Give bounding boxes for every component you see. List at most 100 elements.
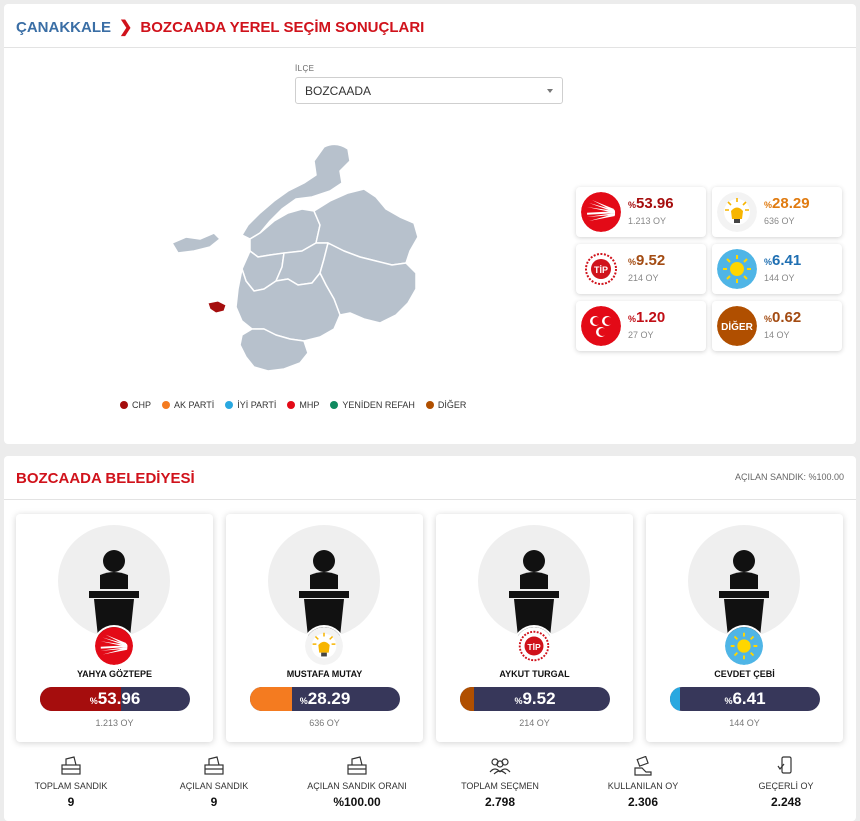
party-percentage: %6.41 (764, 252, 802, 269)
divider (4, 47, 856, 48)
municipality-title: BOZCAADA BELEDİYESİ (16, 470, 195, 487)
candidate-vote-bar: %6.41 (670, 687, 820, 711)
breadcrumb-province-link[interactable]: ÇANAKKALE (16, 18, 111, 36)
phone-check-icon (777, 756, 792, 774)
candidate-card[interactable]: MUSTAFA MUTAY %28.29 636 OY (226, 514, 423, 742)
map-region-south[interactable] (239, 328, 309, 372)
legend-label: YENİDEN REFAH (342, 400, 415, 410)
stat-value: 2.306 (627, 795, 659, 809)
svg-text:DİĞER: DİĞER (721, 320, 753, 333)
stat-label: KULLANILAN OY (607, 781, 679, 791)
akp-logo-icon (717, 192, 757, 232)
candidate-name: CEVDET ÇEBİ (714, 669, 775, 679)
ballot-box-icon (204, 756, 224, 775)
legend-dot (287, 401, 296, 409)
district-select[interactable]: BOZCAADA (295, 77, 563, 104)
district-select-value: BOZCAADA (305, 84, 372, 98)
party-result-card-other[interactable]: DİĞER %0.62 14 OY (712, 301, 842, 351)
legend-label: DİĞER (437, 400, 467, 410)
candidate-avatar (268, 525, 380, 637)
candidate-votes: 144 OY (729, 718, 760, 728)
stat-label: AÇILAN SANDIK ORANI (307, 781, 407, 791)
stat-label: GEÇERLİ OY (758, 781, 814, 791)
candidate-percentage: %6.41 (724, 689, 766, 708)
stat-value: 9 (210, 795, 218, 809)
party-result-card-chp[interactable]: %53.96 1.213 OY (576, 187, 706, 237)
stat-opened-ballot-boxes: AÇILAN SANDIK 9 (154, 756, 274, 809)
iyi-logo-icon (725, 627, 763, 665)
legend-label: CHP (132, 400, 152, 410)
candidate-card[interactable]: AYKUT TURGAL %9.52 214 OY (436, 514, 633, 742)
stat-opened-ballot-rate: AÇILAN SANDIK ORANI %100.00 (297, 756, 417, 809)
party-percentage: %1.20 (628, 309, 666, 326)
candidate-percentage: %28.29 (299, 689, 351, 708)
party-votes: 27 OY (628, 330, 654, 340)
akp-logo-icon (305, 627, 343, 665)
candidate-percentage: %9.52 (514, 689, 556, 708)
legend-item: İYİ PARTİ (225, 400, 276, 410)
stat-total-ballot-boxes: TOPLAM SANDIK 9 (11, 756, 131, 809)
candidate-avatar (688, 525, 800, 637)
stat-label: AÇILAN SANDIK (179, 781, 249, 791)
legend-item: CHP (120, 400, 151, 410)
legend-dot (120, 401, 128, 409)
legend-dot (330, 401, 339, 409)
candidate-avatar (58, 525, 170, 637)
breadcrumb: ÇANAKKALE ❯ BOZCAADA YEREL SEÇİM SONUÇLA… (16, 17, 424, 37)
party-result-card-iyi[interactable]: %6.41 144 OY (712, 244, 842, 294)
stat-value: 2.798 (484, 795, 516, 809)
map-region-west-islet[interactable] (171, 232, 221, 254)
legend-label: AK PARTİ (174, 400, 215, 410)
candidate-name: MUSTAFA MUTAY (286, 669, 363, 679)
stat-valid-votes: GEÇERLİ OY 2.248 (726, 756, 846, 809)
mhp-logo-icon (581, 306, 621, 346)
page-title: BOZCAADA YEREL SEÇİM SONUÇLARI (140, 18, 425, 36)
tip-logo-icon (515, 627, 553, 665)
candidate-name: YAHYA GÖZTEPE (76, 669, 153, 679)
stat-value: 9 (67, 795, 75, 809)
tip-logo-icon (581, 249, 621, 289)
map-region-chp-win[interactable] (207, 300, 227, 314)
legend-dot (225, 401, 234, 409)
stat-total-voters: TOPLAM SEÇMEN 2.798 (440, 756, 560, 809)
party-percentage: %28.29 (764, 195, 810, 212)
chevron-right-icon: ❯ (119, 19, 133, 36)
other-logo-icon: DİĞER (717, 306, 757, 346)
podium-icon (478, 525, 590, 637)
stat-value: %100.00 (333, 795, 381, 809)
candidate-card[interactable]: YAHYA GÖZTEPE %53.96 1.213 OY (16, 514, 213, 742)
legend-label: İYİ PARTİ (237, 400, 277, 410)
party-votes: 636 OY (764, 216, 795, 226)
ballot-box-icon (61, 756, 81, 775)
legend-item: DİĞER (425, 400, 467, 410)
party-result-card-tip[interactable]: %9.52 214 OY (576, 244, 706, 294)
party-votes: 1.213 OY (628, 216, 667, 226)
stat-value: 2.248 (770, 795, 802, 809)
candidate-vote-bar: %53.96 (40, 687, 190, 711)
vote-bar-fill (250, 687, 293, 711)
candidate-vote-bar: %9.52 (460, 687, 610, 711)
vote-bar-fill (460, 687, 475, 711)
party-result-card-akp[interactable]: %28.29 636 OY (712, 187, 842, 237)
chp-logo-icon (95, 627, 133, 665)
map-region-north[interactable] (241, 143, 351, 240)
ballot-box-icon (347, 756, 367, 775)
legend-dot (425, 401, 434, 409)
legend-item: AK PARTİ (162, 400, 214, 410)
vote-hand-icon (634, 756, 652, 776)
party-result-card-mhp[interactable]: %1.20 27 OY (576, 301, 706, 351)
map-region-southwest[interactable] (235, 268, 341, 342)
party-percentage: %0.62 (764, 309, 802, 326)
party-votes: 214 OY (628, 273, 659, 283)
legend-item: YENİDEN REFAH (330, 400, 415, 410)
chevron-down-icon (547, 89, 553, 93)
legend-dot (162, 401, 171, 409)
candidate-name: AYKUT TURGAL (499, 669, 570, 679)
party-votes: 144 OY (764, 273, 795, 283)
stat-label: TOPLAM SEÇMEN (461, 781, 539, 791)
opened-ballot-rate: AÇILAN SANDIK: %100.00 (734, 472, 844, 482)
vote-bar-fill (40, 687, 121, 711)
candidate-card[interactable]: CEVDET ÇEBİ %6.41 144 OY (646, 514, 843, 742)
results-map-panel: ÇANAKKALE ❯ BOZCAADA YEREL SEÇİM SONUÇLA… (4, 4, 856, 444)
district-select-label: İLÇE (295, 64, 315, 73)
